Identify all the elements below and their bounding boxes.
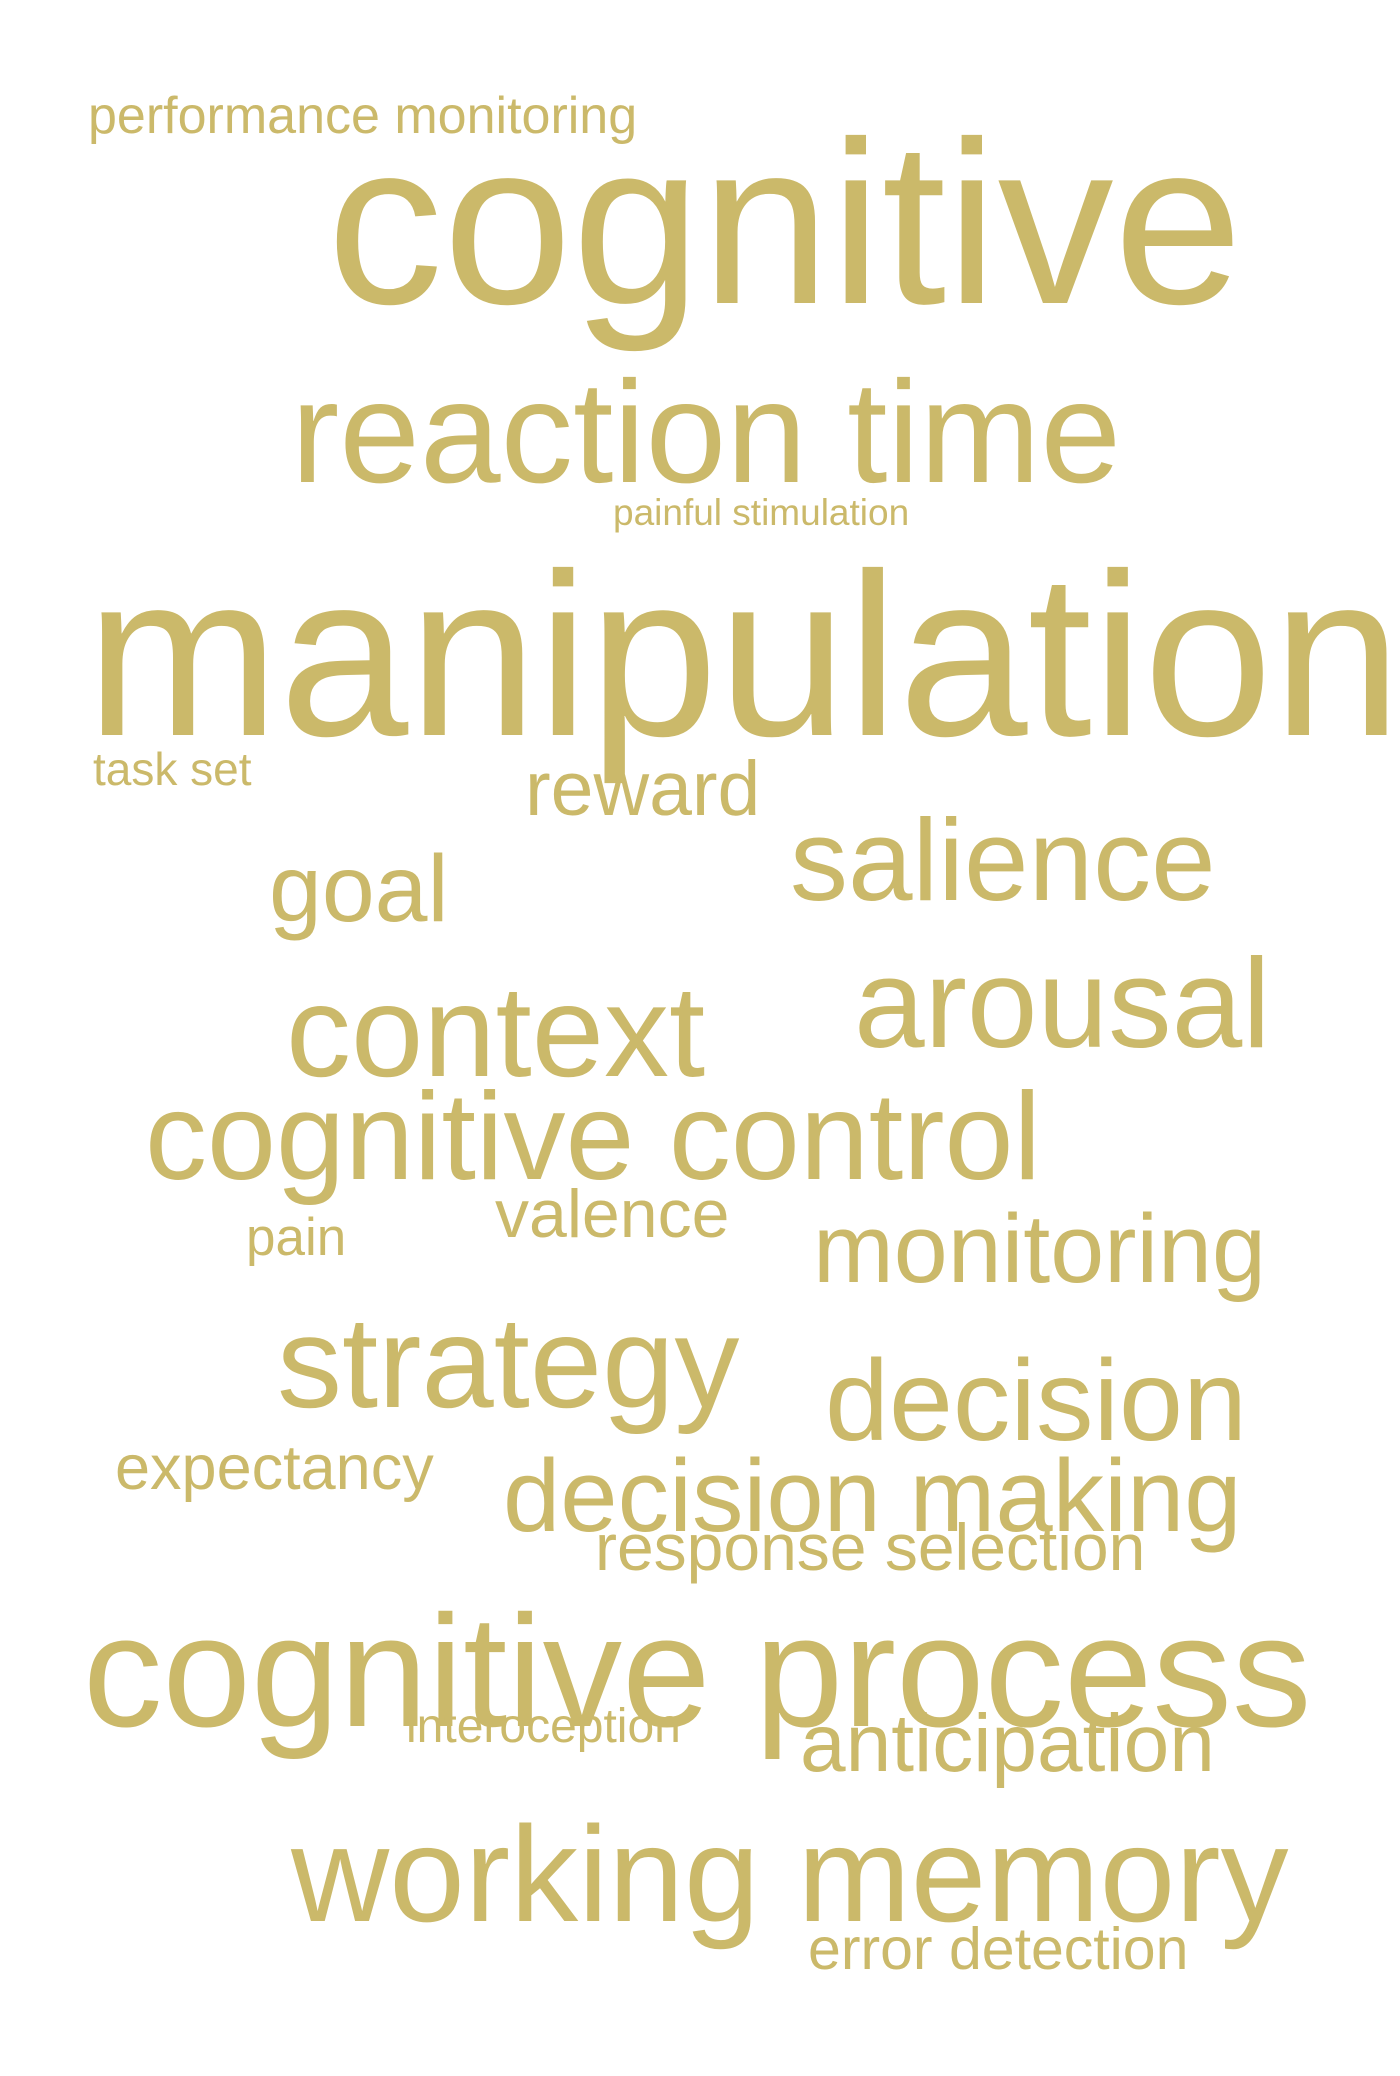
word-expectancy: expectancy: [115, 1433, 434, 1503]
word-cognitive: cognitive: [327, 94, 1243, 353]
word-monitoring: monitoring: [813, 1194, 1266, 1303]
word-manipulation: manipulation: [86, 526, 1400, 785]
word-strategy: strategy: [277, 1289, 740, 1435]
word-performance-monitoring: performance monitoring: [88, 87, 638, 145]
word-goal: goal: [269, 836, 449, 942]
word-valence: valence: [495, 1176, 730, 1252]
word-reaction-time: reaction time: [291, 351, 1122, 513]
word-interoception: interoception: [406, 1700, 681, 1753]
word-task-set: task set: [93, 743, 252, 795]
word-reward: reward: [525, 746, 761, 832]
word-cognitive-process: cognitive process: [83, 1582, 1312, 1760]
word-error-detection: error detection: [808, 1916, 1189, 1982]
word-response-selection: response selection: [595, 1510, 1146, 1584]
word-pain: pain: [246, 1208, 347, 1267]
word-decision-making: decision making: [503, 1438, 1242, 1553]
word-decision: decision: [825, 1337, 1247, 1465]
word-anticipation: anticipation: [800, 1698, 1215, 1789]
word-context: context: [286, 958, 706, 1104]
word-working-memory: working memory: [291, 1798, 1289, 1950]
word-arousal: arousal: [854, 932, 1271, 1074]
word-painful-stimulation: painful stimulation: [613, 492, 910, 533]
word-cognitive-control: cognitive control: [145, 1068, 1042, 1206]
word-salience: salience: [790, 795, 1216, 925]
